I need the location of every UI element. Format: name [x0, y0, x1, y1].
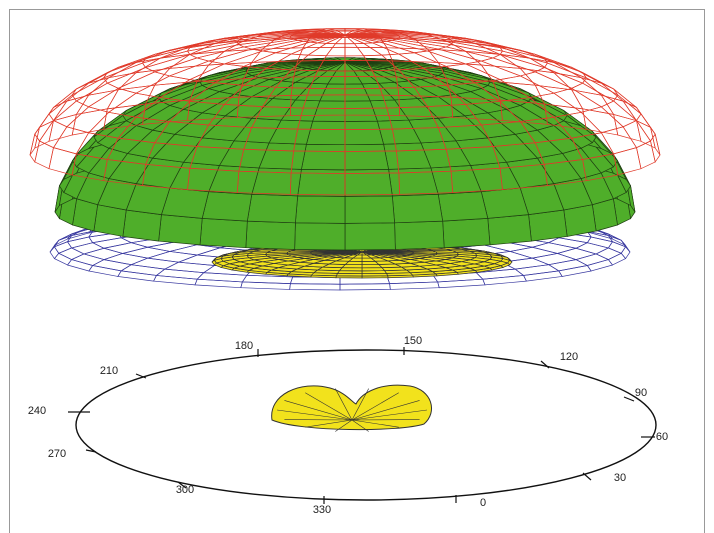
mesh-cell — [443, 218, 490, 247]
angle-label: 210 — [100, 365, 118, 377]
mesh-cell — [246, 221, 296, 249]
mesh-cell — [295, 223, 345, 250]
mesh-cell — [481, 188, 528, 218]
figure: 180 150 120 90 60 30 0 330 300 270 240 2… — [0, 0, 714, 533]
angle-label: 0 — [480, 497, 486, 509]
mesh-cell — [345, 144, 389, 170]
mesh-cell — [362, 264, 382, 267]
mesh-cell — [388, 252, 414, 253]
mesh-cell — [200, 218, 247, 247]
mesh-cell — [123, 210, 162, 241]
angle-label: 90 — [635, 387, 647, 399]
angle-label: 120 — [560, 351, 578, 363]
mesh-cell — [295, 196, 345, 224]
angle-label: 270 — [48, 448, 66, 460]
mesh-cell — [529, 210, 568, 241]
mesh-cell — [345, 223, 395, 250]
mesh-cell — [488, 215, 532, 245]
mesh-cell — [345, 121, 384, 145]
mesh-cell — [159, 215, 203, 245]
mesh-cell — [392, 194, 442, 223]
mesh-cell — [301, 144, 345, 170]
mesh-cell — [202, 192, 252, 221]
angle-label: 60 — [656, 431, 668, 443]
mesh-cell — [345, 196, 395, 224]
angle-label: 330 — [313, 504, 331, 516]
mesh-cell — [247, 194, 297, 223]
angle-label: 300 — [176, 484, 194, 496]
mesh-cell — [438, 192, 488, 221]
angle-label: 240 — [28, 405, 46, 417]
angle-label: 30 — [614, 472, 626, 484]
angle-label: 180 — [235, 340, 253, 352]
mesh-cell — [306, 121, 345, 145]
angle-label: 150 — [404, 335, 422, 347]
mesh-cell — [395, 221, 445, 249]
